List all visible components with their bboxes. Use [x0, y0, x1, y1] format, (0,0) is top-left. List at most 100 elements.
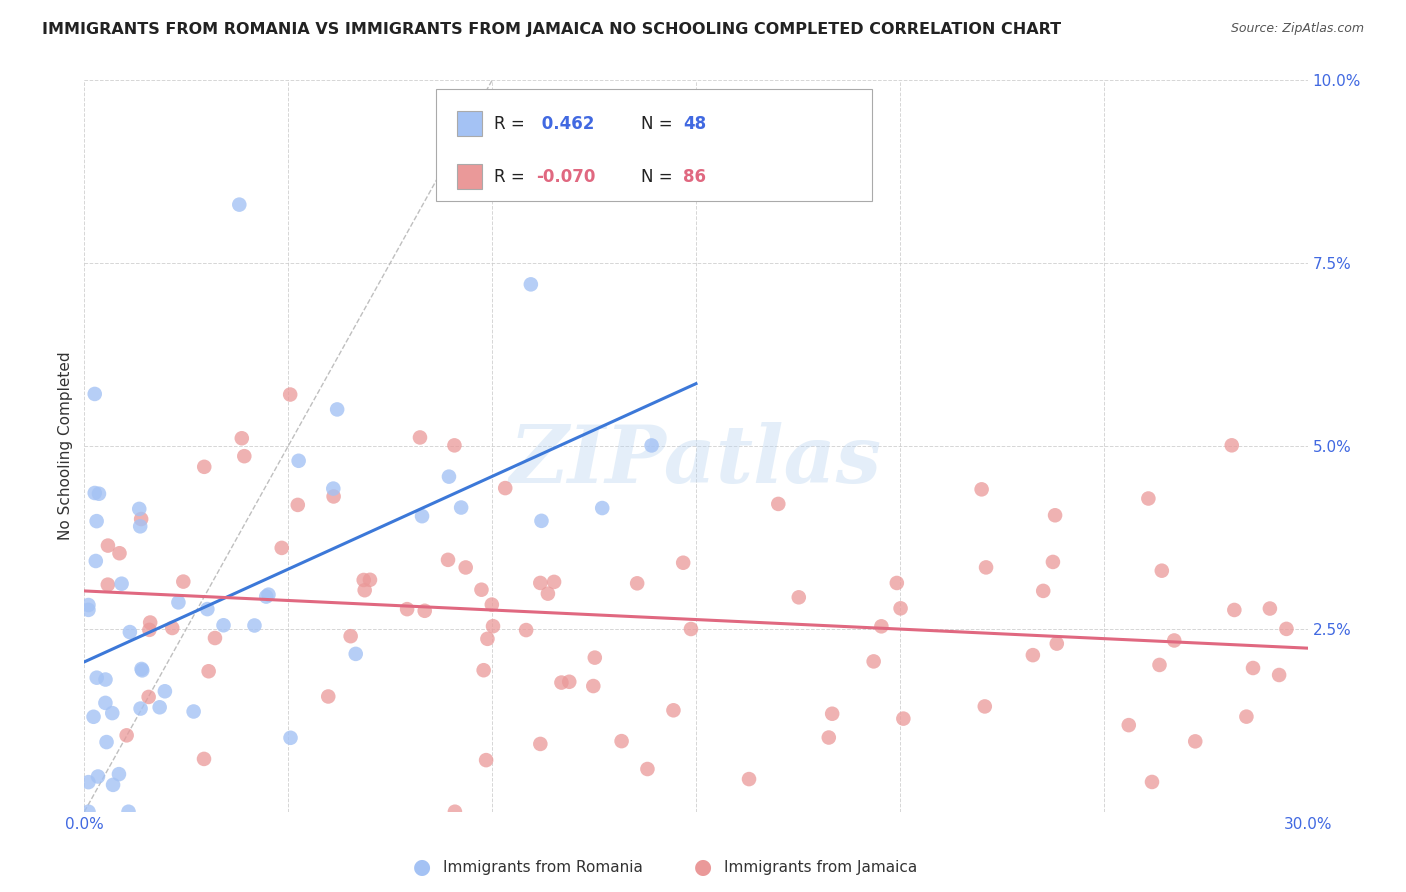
Point — [280, 731, 302, 745]
Point — [254, 590, 277, 604]
Point — [550, 675, 572, 690]
Point — [1118, 718, 1140, 732]
Point — [195, 602, 218, 616]
Point — [287, 454, 309, 468]
Point — [477, 632, 499, 646]
Point — [443, 438, 465, 452]
Point — [138, 690, 160, 704]
Point — [893, 712, 915, 726]
Point — [359, 573, 381, 587]
Point — [212, 618, 235, 632]
Point — [494, 481, 516, 495]
Point — [193, 459, 215, 474]
Point — [270, 541, 292, 555]
Point — [1241, 661, 1264, 675]
Point — [1184, 734, 1206, 748]
Point — [1140, 775, 1163, 789]
Point — [83, 710, 105, 724]
Text: -0.070: -0.070 — [536, 168, 595, 186]
Point — [139, 615, 162, 630]
Point — [1163, 633, 1185, 648]
Point — [450, 500, 472, 515]
Text: Immigrants from Romania: Immigrants from Romania — [443, 860, 643, 874]
Point — [529, 576, 551, 591]
Text: IMMIGRANTS FROM ROMANIA VS IMMIGRANTS FROM JAMAICA NO SCHOOLING COMPLETED CORREL: IMMIGRANTS FROM ROMANIA VS IMMIGRANTS FR… — [42, 22, 1062, 37]
Point — [529, 737, 551, 751]
Text: 0.462: 0.462 — [536, 115, 595, 133]
Point — [83, 387, 105, 401]
Point — [817, 731, 839, 745]
Point — [87, 770, 110, 784]
Text: 86: 86 — [683, 168, 706, 186]
Point — [77, 603, 100, 617]
Point — [197, 665, 219, 679]
Point — [162, 621, 184, 635]
Text: R =: R = — [494, 168, 530, 186]
Point — [583, 650, 606, 665]
Point — [231, 431, 253, 445]
Point — [470, 582, 492, 597]
Point — [287, 498, 309, 512]
Point — [129, 512, 152, 526]
Point — [437, 553, 460, 567]
Point — [970, 483, 993, 497]
Point — [326, 402, 349, 417]
Point — [870, 619, 893, 633]
Point — [149, 700, 172, 714]
Point — [129, 519, 152, 533]
Point — [1268, 668, 1291, 682]
Point — [437, 469, 460, 483]
Point — [1149, 657, 1171, 672]
Point — [97, 539, 120, 553]
Point — [481, 598, 503, 612]
Point — [610, 734, 633, 748]
Point — [662, 703, 685, 717]
Point — [768, 497, 790, 511]
Text: N =: N = — [641, 168, 678, 186]
Point — [353, 583, 375, 598]
Point — [322, 490, 344, 504]
Point — [117, 805, 139, 819]
Point — [626, 576, 648, 591]
Point — [110, 576, 132, 591]
Point — [193, 752, 215, 766]
Text: Immigrants from Jamaica: Immigrants from Jamaica — [724, 860, 917, 874]
Point — [1022, 648, 1045, 662]
Point — [1258, 601, 1281, 615]
Point — [1043, 508, 1066, 523]
Point — [118, 625, 141, 640]
Point — [890, 601, 912, 615]
Point — [344, 647, 367, 661]
Point — [558, 674, 581, 689]
Point — [1137, 491, 1160, 506]
Point — [77, 775, 100, 789]
Point — [1236, 709, 1258, 723]
Point — [77, 598, 100, 612]
Point — [787, 591, 810, 605]
Text: 48: 48 — [683, 115, 706, 133]
Point — [515, 623, 537, 637]
Point — [1150, 564, 1173, 578]
Point — [973, 699, 995, 714]
Point — [243, 618, 266, 632]
Point — [411, 509, 433, 524]
Point — [83, 486, 105, 500]
Point — [679, 622, 702, 636]
Point — [543, 574, 565, 589]
Point — [520, 277, 543, 292]
Point — [96, 735, 118, 749]
Point — [278, 387, 301, 401]
Point — [183, 705, 205, 719]
Point — [86, 671, 108, 685]
Point — [1032, 583, 1054, 598]
Point — [257, 588, 280, 602]
Point — [974, 560, 997, 574]
Point — [454, 560, 477, 574]
Point — [591, 501, 613, 516]
Point — [84, 554, 107, 568]
Point — [1223, 603, 1246, 617]
Point — [444, 805, 467, 819]
Point — [886, 576, 908, 591]
Point — [862, 654, 884, 668]
Point — [108, 546, 131, 560]
